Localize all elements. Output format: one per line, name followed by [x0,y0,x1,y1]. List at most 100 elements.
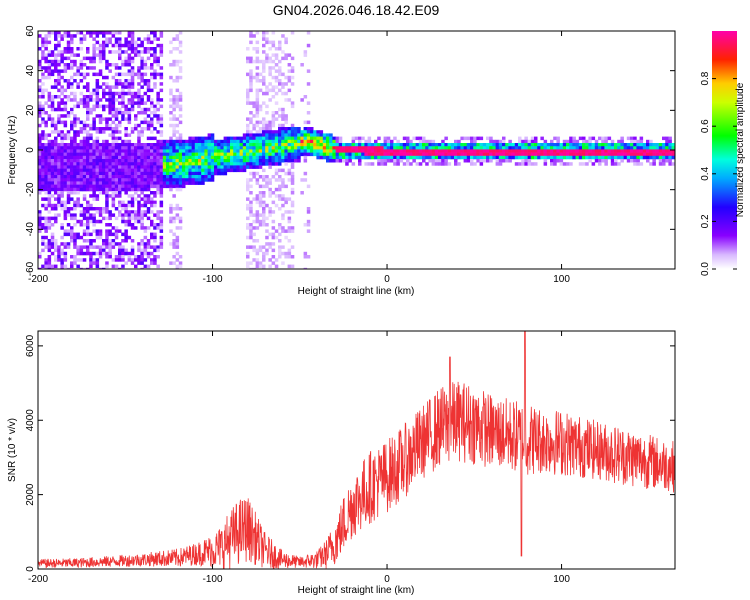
spectrogram-cell [588,155,592,160]
spectrogram-cell [262,133,266,137]
spectrogram-cell [367,139,372,144]
spectrogram-cell [361,136,365,141]
spectrogram-cell [140,50,144,54]
spectrogram-cell [265,40,269,45]
spectrogram-cell [108,165,112,169]
spectrogram-cell [54,255,58,259]
spectrogram-cell [178,120,183,125]
spectrogram-cell [114,235,119,240]
spectrogram-cell [201,165,205,169]
spectrogram-cell [175,181,180,185]
spectrogram-cell [114,191,119,195]
spectrogram-cell [402,136,407,141]
spectrogram-cell [518,136,522,141]
spectrogram-cell [57,181,61,185]
spectrogram-cell [70,149,74,153]
spectrogram-cell [102,175,106,179]
spectrogram-cell [159,200,164,205]
spectrogram-cell [572,139,576,144]
x-tick-label: -200 [28,574,48,585]
spectrogram-cell [284,136,288,141]
spectrogram-cell [255,152,260,157]
spectrogram-cell [98,117,103,121]
spectrogram-cell [313,130,317,134]
spectrogram-cell [274,149,279,153]
spectrogram-cell [246,187,250,192]
spectrogram-cell [86,146,90,150]
spectrogram-cell [249,133,253,137]
spectrogram-cell [194,149,199,153]
spectrogram-cell [658,162,663,166]
spectrogram-cell [290,139,295,144]
spectrogram-cell [271,191,276,195]
spectrogram-cell [559,155,564,160]
spectrogram-cell [303,178,308,182]
spectrogram-cell [185,155,189,160]
spectrogram-cell [255,133,260,137]
spectrogram-cell [156,117,160,121]
spectrogram-cell [111,213,116,217]
spectrogram-cell [150,223,154,227]
spectrogram-cell [127,155,132,160]
spectrogram-cell [201,146,205,150]
spectrogram-cell [284,91,288,96]
spectrogram-cell [278,155,282,160]
spectrogram-cell [70,155,74,160]
spectrogram-cell [383,143,388,147]
spectrogram-cell [166,171,170,176]
spectrogram-cell [130,31,135,35]
spectrogram-cell [140,43,144,48]
spectrogram-cell [246,216,250,221]
spectrogram-cell [194,159,199,163]
spectrogram-cell [130,171,135,176]
spectrogram-cell [95,175,100,179]
spectrogram-cell [89,258,93,262]
spectrogram-cell [550,139,554,144]
spectrogram-cell [137,219,141,224]
spectrogram-cell [50,101,55,105]
spectrogram-cell [86,216,90,221]
spectrogram-cell [441,162,445,166]
spectrogram-cell [236,162,240,166]
spectrogram-cell [172,219,176,224]
spectrogram-cell [390,155,394,160]
spectrogram-cell [572,143,576,147]
spectrogram-cell [166,152,170,157]
spectrogram-cell [159,43,164,48]
spectrogram-cell [431,146,436,150]
spectrogram-cell [121,146,125,150]
spectrogram-cell [73,255,77,259]
spectrogram-cell [150,88,154,93]
spectrogram-cell [182,168,186,173]
spectrogram-cell [140,181,144,185]
spectrogram-cell [156,175,160,179]
spectrogram-cell [614,162,618,166]
spectrogram-cell [284,130,288,134]
spectrogram-cell [252,139,256,144]
spectrogram-cell [178,175,183,179]
spectrogram-cell [380,146,384,150]
spectrogram-cell [95,40,100,45]
spectrogram-cell [262,63,266,67]
spectrogram-cell [137,69,141,73]
spectrogram-cell [92,197,96,201]
spectrogram-cell [188,149,192,153]
spectrogram-cell [150,101,154,105]
spectrogram-cell [150,200,154,205]
spectrogram-cell [38,267,42,269]
spectrogram-cell [514,155,519,160]
spectrogram-cell [108,152,112,157]
spectrogram-cell [134,216,138,221]
spectrogram-cell [546,149,551,153]
spectrogram-cell [79,210,84,214]
spectrogram-cell [127,91,132,96]
spectrogram-cell [626,152,631,157]
spectrogram-cell [41,117,45,121]
spectrogram-cell [383,152,388,157]
spectrogram-cell [252,248,256,253]
spectrogram-cell [146,98,151,102]
spectrogram-cell [665,146,669,150]
spectrogram-cell [178,114,183,118]
spectrogram-cell [303,267,308,269]
spectrogram-cell [111,203,116,208]
